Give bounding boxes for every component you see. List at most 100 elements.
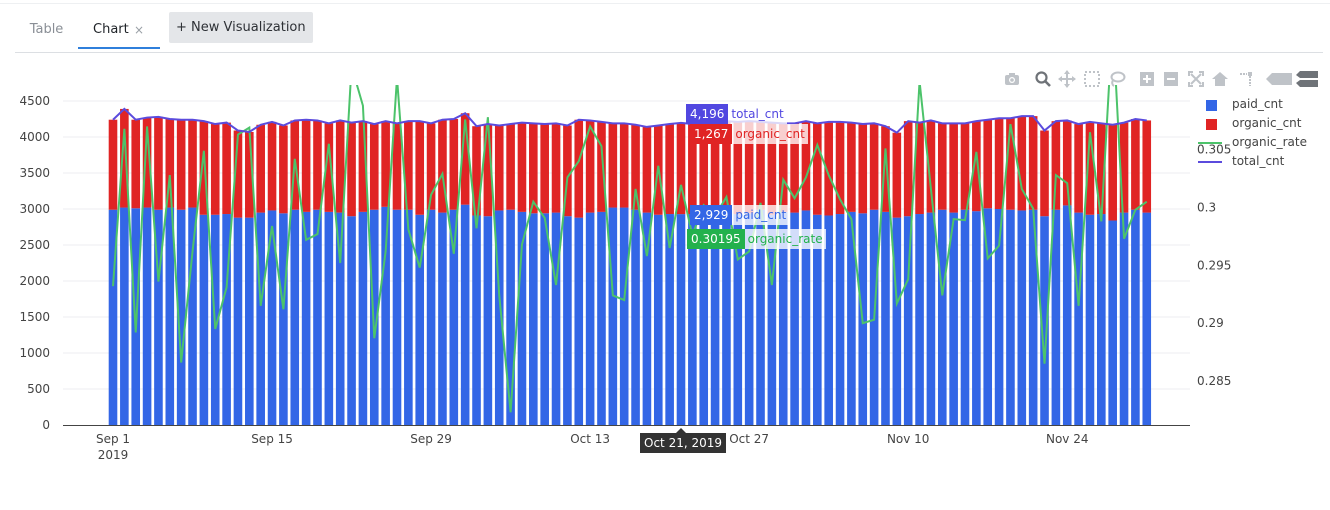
- x-tick-label: Nov 10: [887, 432, 930, 446]
- home-icon[interactable]: [1211, 70, 1229, 88]
- bar-organic-cnt: [529, 123, 538, 214]
- bar-organic-cnt: [426, 123, 436, 210]
- bar-paid-cnt: [1108, 220, 1117, 425]
- bar-organic-cnt: [108, 119, 118, 210]
- bar-organic-cnt: [767, 122, 777, 215]
- bar-organic-cnt: [358, 121, 368, 212]
- y2-tick-label: 0.285: [1197, 374, 1231, 388]
- bar-paid-cnt: [767, 214, 777, 425]
- hover-value: 0.30195: [687, 229, 745, 249]
- chart-plot[interactable]: 0 500 1000 1500 2000 2500 3000 3500 4000 4500 0.28…: [0, 85, 1330, 475]
- bar-organic-cnt: [1142, 120, 1152, 213]
- bar-paid-cnt: [449, 209, 459, 425]
- tab-table[interactable]: Table: [29, 22, 64, 37]
- bar-paid-cnt: [778, 211, 788, 425]
- line-organic-rate: [112, 85, 1148, 413]
- bar-paid-cnt: [1097, 214, 1106, 425]
- bar-organic-cnt: [1119, 122, 1129, 213]
- bar-paid-cnt: [733, 214, 743, 425]
- bar-paid-cnt: [108, 209, 118, 425]
- bar-organic-cnt: [324, 123, 334, 212]
- bar-paid-cnt: [517, 211, 527, 425]
- zoom-out-icon[interactable]: [1162, 70, 1180, 88]
- lasso-icon[interactable]: [1108, 70, 1126, 88]
- bar-organic-cnt: [369, 124, 379, 210]
- hover-value: 2,929: [690, 205, 733, 225]
- bar-paid-cnt: [472, 215, 481, 425]
- hover-label-paid: 2,929 paid_cnt: [690, 205, 790, 225]
- bar-paid-cnt: [790, 212, 799, 425]
- bar-paid-cnt: [608, 207, 618, 425]
- y-tick-label: 2000: [19, 274, 50, 288]
- bar-paid-cnt: [1017, 210, 1027, 425]
- bar-paid-cnt: [540, 213, 549, 425]
- bar-organic-cnt: [472, 126, 481, 216]
- bar-organic-cnt: [937, 123, 947, 210]
- bar-organic-cnt: [608, 123, 618, 208]
- bar-organic-cnt: [847, 122, 856, 212]
- spike-lines-icon[interactable]: [1238, 70, 1256, 88]
- bar-paid-cnt: [529, 213, 538, 425]
- pan-icon[interactable]: [1058, 70, 1076, 88]
- legend-item-total-cnt[interactable]: total_cnt: [1198, 153, 1328, 172]
- bar-organic-cnt: [404, 121, 413, 210]
- bar-paid-cnt: [290, 209, 300, 425]
- close-icon[interactable]: ×: [134, 23, 145, 37]
- bar-organic-cnt: [142, 117, 152, 208]
- bar-paid-cnt: [744, 213, 754, 425]
- bar-organic-cnt: [165, 119, 175, 208]
- hover-compare-icon[interactable]: [1296, 70, 1318, 88]
- bar-paid-cnt: [358, 211, 368, 425]
- hover-series-name: total_cnt: [728, 104, 787, 124]
- bar-organic-cnt: [699, 124, 709, 215]
- bar-organic-cnt: [131, 119, 141, 209]
- autoscale-icon[interactable]: [1187, 70, 1205, 88]
- bar-organic-cnt: [722, 121, 731, 215]
- legend-item-paid-cnt[interactable]: paid_cnt: [1198, 96, 1328, 115]
- bar-paid-cnt: [915, 214, 924, 425]
- tab-chart[interactable]: Chart ×: [78, 11, 160, 49]
- y2-tick-label: 0.29: [1197, 316, 1224, 330]
- box-select-icon[interactable]: [1083, 70, 1101, 88]
- bar-organic-cnt: [1108, 124, 1117, 221]
- bar-organic-cnt: [597, 121, 606, 212]
- y-tick-label: 4500: [19, 94, 50, 108]
- bar-organic-cnt: [790, 123, 799, 213]
- bar-organic-cnt: [1028, 116, 1038, 210]
- bar-organic-cnt: [267, 121, 277, 211]
- bar-organic-cnt: [1040, 130, 1049, 217]
- bar-organic-cnt: [1006, 118, 1015, 210]
- bar-organic-cnt: [256, 124, 265, 213]
- bar-organic-cnt: [335, 120, 345, 213]
- bar-paid-cnt: [188, 207, 197, 425]
- legend-item-organic-rate[interactable]: organic_rate: [1198, 134, 1328, 153]
- bar-paid-cnt: [165, 207, 175, 425]
- bar-paid-cnt: [903, 216, 913, 425]
- bar-paid-cnt: [619, 207, 629, 425]
- hover-label-organic: 1,267 organic_cnt: [690, 124, 808, 144]
- y-tick-label: 500: [27, 382, 50, 396]
- bar-paid-cnt: [1062, 205, 1072, 425]
- y-tick-label: 1000: [19, 346, 50, 360]
- bar-organic-cnt: [540, 124, 549, 214]
- bar-paid-cnt: [585, 212, 595, 425]
- bar-paid-cnt: [699, 214, 709, 425]
- legend-item-organic-cnt[interactable]: organic_cnt: [1198, 115, 1328, 134]
- bar-organic-cnt: [892, 132, 902, 218]
- bar-organic-cnt: [551, 123, 561, 213]
- camera-icon[interactable]: [1003, 70, 1021, 88]
- zoom-icon[interactable]: [1034, 70, 1052, 88]
- bar-organic-cnt: [574, 119, 584, 218]
- bar-organic-cnt: [176, 119, 186, 210]
- zoom-in-icon[interactable]: [1138, 70, 1156, 88]
- bar-group: [108, 108, 1152, 425]
- hover-closest-icon[interactable]: [1266, 70, 1292, 88]
- bar-organic-cnt: [245, 131, 254, 218]
- y-tick-label: 2500: [19, 238, 50, 252]
- bar-organic-cnt: [1062, 120, 1072, 206]
- bar-organic-cnt: [188, 119, 197, 208]
- bar-paid-cnt: [551, 212, 561, 425]
- x-tick-label: Nov 24: [1046, 432, 1089, 446]
- new-visualization-button[interactable]: + New Visualization: [169, 12, 313, 43]
- x-tick-label: Sep 15: [251, 432, 293, 446]
